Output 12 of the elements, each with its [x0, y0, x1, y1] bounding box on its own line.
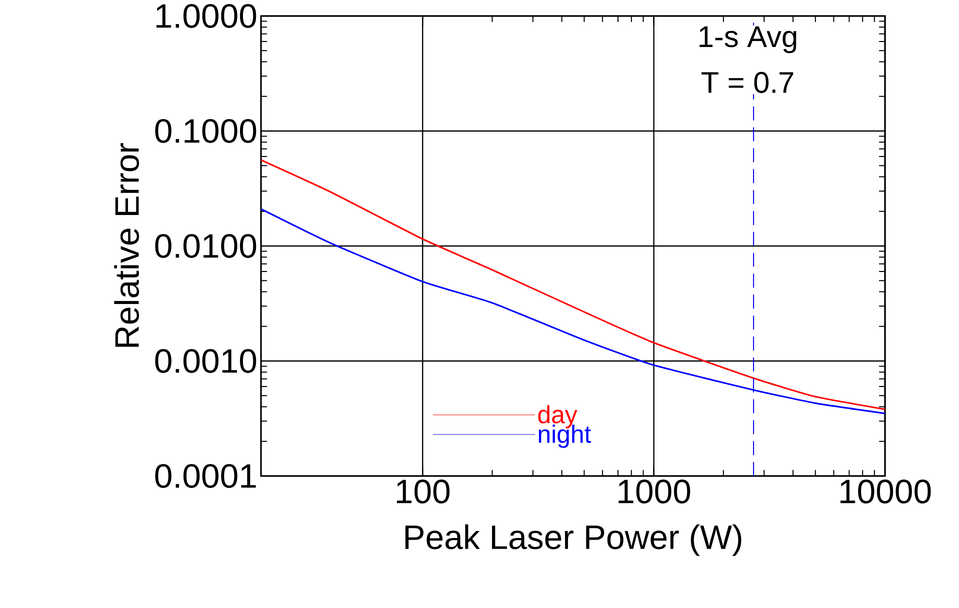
- x-axis-title: Peak Laser Power (W): [405, 524, 742, 556]
- annotation: 1-s Avg: [700, 26, 796, 54]
- y-tick-label: 0.1000: [155, 119, 256, 143]
- y-tick-label: 0.0010: [155, 349, 256, 373]
- x-tick-label: 100: [396, 480, 450, 504]
- y-axis-title: Relative Error: [114, 143, 140, 347]
- x-tick-label: 1000: [618, 480, 690, 504]
- x-tick-label: 10000: [840, 480, 931, 504]
- y-tick-label: 0.0100: [155, 234, 256, 258]
- y-tick-label: 1.0000: [156, 4, 256, 28]
- y-tick-label: 0.0001: [155, 464, 256, 488]
- annotation: T = 0.7: [701, 72, 794, 94]
